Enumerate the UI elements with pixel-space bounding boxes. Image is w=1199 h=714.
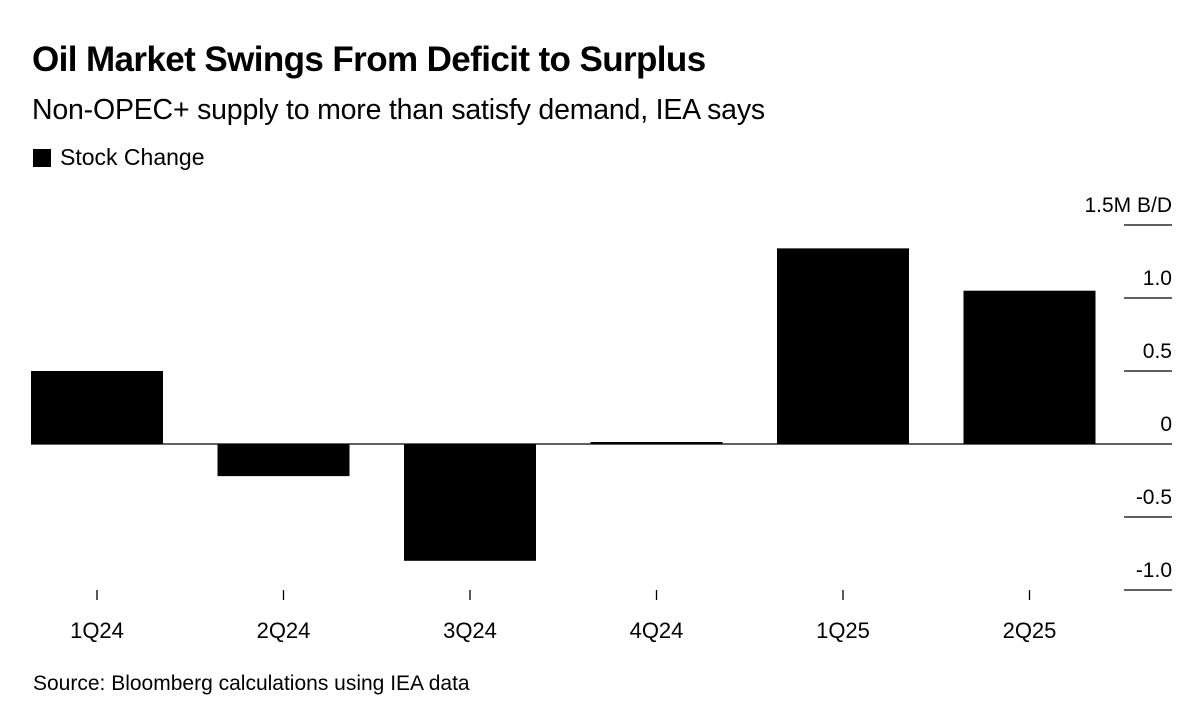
- bar-2q24: [217, 444, 350, 477]
- chart-title: Oil Market Swings From Deficit to Surplu…: [32, 40, 706, 79]
- bar-1q25: [777, 248, 909, 444]
- x-tick-label: 4Q24: [630, 618, 684, 643]
- bar-4q24: [590, 442, 723, 444]
- legend-swatch-stock-change: [33, 148, 51, 167]
- x-tick-label: 3Q24: [443, 618, 497, 643]
- x-axis: 1Q24 2Q24 3Q24 4Q24 1Q25 2Q25: [70, 590, 1056, 643]
- legend-label-stock-change: Stock Change: [60, 144, 205, 170]
- legend: Stock Change: [33, 146, 204, 169]
- source-note: Source: Bloomberg calculations using IEA…: [33, 672, 470, 695]
- y-tick-label: 0.5: [1143, 340, 1172, 363]
- bars: [31, 248, 1096, 561]
- x-tick-label: 1Q25: [816, 618, 870, 643]
- bar-1q24: [31, 371, 163, 444]
- y-tick-label: 1.5M B/D: [1084, 194, 1172, 217]
- x-tick-label: 1Q24: [70, 618, 124, 643]
- x-tick-label: 2Q24: [257, 618, 311, 643]
- x-tick-label: 2Q25: [1003, 618, 1057, 643]
- y-tick-label: -1.0: [1136, 559, 1172, 582]
- y-tick-label: 0: [1160, 413, 1172, 436]
- bar-2q25: [963, 290, 1096, 444]
- y-axis: 1.5M B/D 1.0 0.5 0 -0.5 -1.0: [1084, 194, 1172, 591]
- bar-3q24: [404, 444, 536, 561]
- chart-subtitle: Non-OPEC+ supply to more than satisfy de…: [32, 94, 765, 126]
- y-tick-label: 1.0: [1143, 267, 1172, 290]
- y-tick-label: -0.5: [1136, 486, 1172, 509]
